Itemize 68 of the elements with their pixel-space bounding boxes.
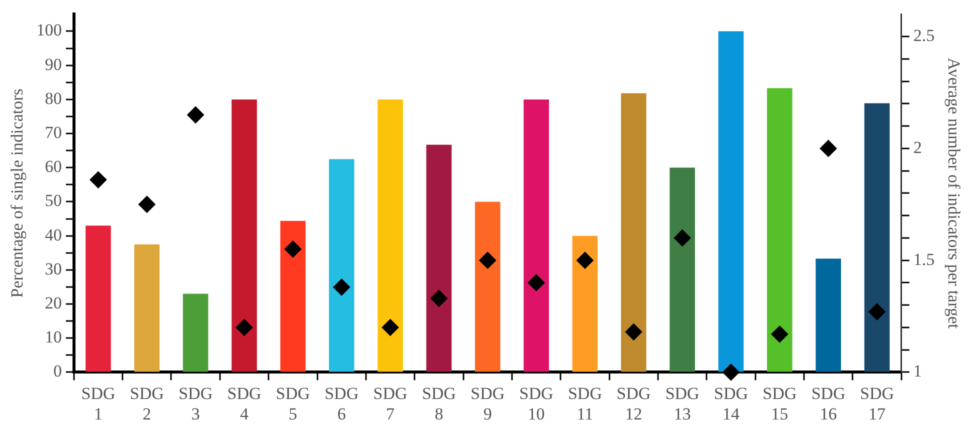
x-tick-label: SDG 1 [81,384,116,424]
x-tick-label: SDG 4 [227,384,262,424]
point [236,318,253,336]
y-tick-label: 20 [44,293,62,312]
point [90,171,107,188]
point [284,240,302,258]
x-tick-label: SDG 7 [373,384,408,424]
y2-tick-label: 2.5 [913,26,935,46]
y-tick-label: 0 [53,362,62,381]
x-tick-label: SDG 8 [422,384,456,424]
y-tick-label: 70 [44,123,62,142]
y2-tick-label: 2 [913,138,922,157]
y2-tick-label: 1 [913,362,922,381]
y-tick-label: 60 [44,157,62,176]
x-tick-label: SDG 9 [470,384,505,424]
point [187,106,204,124]
point [576,252,594,269]
x-tick-label: SDG 17 [860,384,894,424]
y-tick-label: 80 [44,88,62,108]
point [625,323,642,340]
bar [86,226,111,372]
y2-axis-title: Average number of indicators per target [944,58,964,329]
x-tick-label: SDG 11 [568,384,602,424]
bar [767,88,792,372]
x-tick-label: SDG 15 [762,384,797,424]
point [771,326,788,343]
bar [572,236,598,372]
point [430,290,448,307]
y2-tick-label: 1.5 [913,250,935,269]
x-tick-label: SDG 14 [714,384,748,424]
y-tick-label: 40 [44,225,62,244]
x-tick-label: SDG 13 [665,384,700,424]
y-tick-label: 10 [44,328,62,347]
x-tick-label: SDG 10 [519,384,554,424]
bar [816,258,841,372]
bar [134,244,160,372]
point [868,303,886,320]
y-axis-title: Percentage of single indicators [8,88,27,298]
point [674,229,691,246]
x-tick-label: SDG 6 [324,384,359,424]
point [820,140,837,157]
bar [718,31,744,372]
x-tick-label: SDG 2 [130,384,164,424]
bar [670,168,695,372]
x-tick-label: SDG 16 [811,384,846,424]
bar [232,99,257,372]
bar [474,202,500,372]
bar [864,103,890,372]
y-tick-label: 30 [44,259,62,278]
x-tick-label: SDG 3 [178,384,213,424]
point [333,278,350,296]
point [138,196,156,213]
x-tick-label: SDG 12 [616,384,651,424]
bar [620,93,646,372]
point [479,252,496,269]
point [722,364,740,381]
x-tick-label: SDG 5 [276,384,310,424]
bar [280,220,306,372]
bar [182,294,208,372]
bar [524,99,549,372]
y-tick-label: 50 [44,191,62,210]
point [382,318,399,336]
y-tick-label: 90 [44,54,62,74]
bar [328,159,354,372]
bar [378,99,403,372]
y-tick-label: 100 [36,20,62,40]
point [528,274,545,292]
bar [426,144,452,372]
